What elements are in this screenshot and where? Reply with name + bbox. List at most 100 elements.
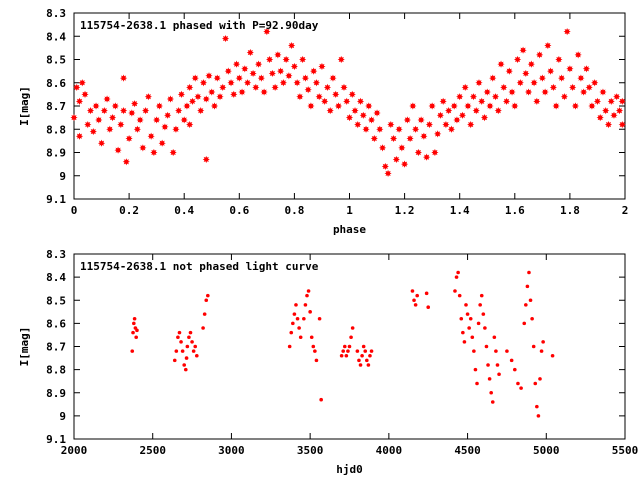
data-point bbox=[70, 114, 78, 122]
data-point bbox=[445, 107, 453, 115]
x-tick-label: 1.2 bbox=[395, 204, 415, 217]
data-point bbox=[174, 349, 179, 353]
data-point bbox=[289, 330, 294, 335]
y-tick-label: 9.1 bbox=[46, 433, 66, 446]
data-point bbox=[81, 90, 89, 98]
data-point bbox=[469, 93, 478, 101]
data-point bbox=[535, 404, 539, 409]
data-point bbox=[260, 88, 268, 96]
y-tick-label: 8.7 bbox=[46, 341, 66, 354]
data-point bbox=[341, 349, 346, 353]
data-point bbox=[472, 107, 480, 115]
data-point bbox=[191, 349, 196, 353]
data-point bbox=[277, 67, 285, 75]
data-point bbox=[373, 109, 381, 117]
data-point bbox=[392, 155, 400, 164]
data-point bbox=[459, 316, 464, 321]
data-points bbox=[130, 270, 555, 418]
data-point bbox=[176, 335, 180, 340]
data-point bbox=[464, 102, 472, 110]
data-point bbox=[368, 353, 372, 358]
data-point bbox=[208, 88, 216, 96]
y-tick-label: 8.6 bbox=[46, 317, 66, 330]
data-point bbox=[417, 116, 425, 124]
data-point bbox=[75, 97, 84, 105]
data-point bbox=[282, 55, 290, 64]
data-point bbox=[468, 316, 473, 321]
data-point bbox=[480, 114, 489, 122]
data-point bbox=[522, 321, 527, 326]
data-point bbox=[358, 363, 363, 367]
data-point bbox=[321, 97, 329, 105]
data-point bbox=[293, 79, 301, 87]
data-point bbox=[487, 377, 492, 381]
x-tick-label: 1 bbox=[346, 204, 353, 217]
data-point bbox=[486, 363, 490, 367]
data-point bbox=[100, 107, 108, 115]
data-point bbox=[125, 134, 133, 143]
y-tick-label: 8.4 bbox=[46, 271, 66, 284]
data-point bbox=[268, 69, 276, 78]
data-point bbox=[345, 114, 354, 122]
data-point bbox=[147, 132, 155, 140]
data-point bbox=[398, 144, 406, 152]
data-point bbox=[302, 316, 306, 321]
data-point bbox=[479, 293, 484, 298]
data-point bbox=[599, 88, 607, 96]
data-point bbox=[206, 293, 210, 298]
data-point bbox=[130, 349, 135, 353]
x-tick-label: 0.2 bbox=[119, 204, 139, 217]
data-point bbox=[424, 291, 429, 296]
data-point bbox=[555, 55, 563, 64]
data-point bbox=[315, 93, 323, 101]
data-point bbox=[298, 335, 303, 340]
data-point bbox=[241, 65, 249, 73]
data-point bbox=[224, 67, 232, 75]
data-point bbox=[547, 67, 555, 75]
data-point bbox=[360, 353, 364, 358]
data-point bbox=[106, 125, 114, 133]
data-point bbox=[389, 134, 398, 143]
data-point bbox=[413, 303, 418, 307]
data-point bbox=[428, 102, 436, 110]
data-point bbox=[150, 148, 158, 157]
data-point bbox=[95, 116, 103, 124]
data-point bbox=[246, 48, 254, 57]
data-point bbox=[297, 326, 301, 330]
data-point bbox=[219, 83, 227, 91]
data-point bbox=[180, 116, 188, 124]
data-point bbox=[303, 303, 308, 307]
data-point bbox=[177, 90, 186, 98]
data-point bbox=[366, 363, 371, 367]
data-point bbox=[516, 381, 520, 386]
data-point bbox=[569, 83, 577, 91]
data-point bbox=[252, 83, 260, 91]
data-point bbox=[527, 270, 531, 275]
data-point bbox=[483, 326, 487, 330]
data-point bbox=[312, 79, 321, 87]
data-point bbox=[494, 107, 502, 115]
data-point bbox=[585, 83, 593, 91]
axis-ticks: 0 0.2 0.4 0.6 0.8 1 1.2 1.4 1.6 1.8 2 8.3 8.4 8.5 8.6 8… bbox=[46, 7, 628, 217]
data-point bbox=[539, 349, 544, 353]
data-point bbox=[442, 121, 450, 129]
data-point bbox=[384, 169, 392, 178]
data-point bbox=[461, 330, 465, 335]
data-point bbox=[111, 102, 119, 110]
data-point bbox=[367, 116, 376, 124]
x-tick-label: 1.6 bbox=[505, 204, 525, 217]
data-point bbox=[513, 367, 517, 372]
data-point bbox=[296, 93, 304, 101]
x-tick-label: 4500 bbox=[454, 444, 481, 457]
data-point bbox=[497, 60, 505, 68]
data-point bbox=[78, 79, 86, 87]
data-point bbox=[524, 88, 533, 96]
data-point bbox=[602, 107, 610, 115]
data-point bbox=[342, 344, 347, 349]
y-tick-label: 8.8 bbox=[46, 123, 66, 136]
data-point bbox=[180, 349, 185, 353]
data-point bbox=[188, 330, 193, 335]
data-point bbox=[133, 125, 141, 133]
data-point bbox=[122, 158, 130, 166]
y-tick-label: 8.8 bbox=[46, 364, 66, 377]
